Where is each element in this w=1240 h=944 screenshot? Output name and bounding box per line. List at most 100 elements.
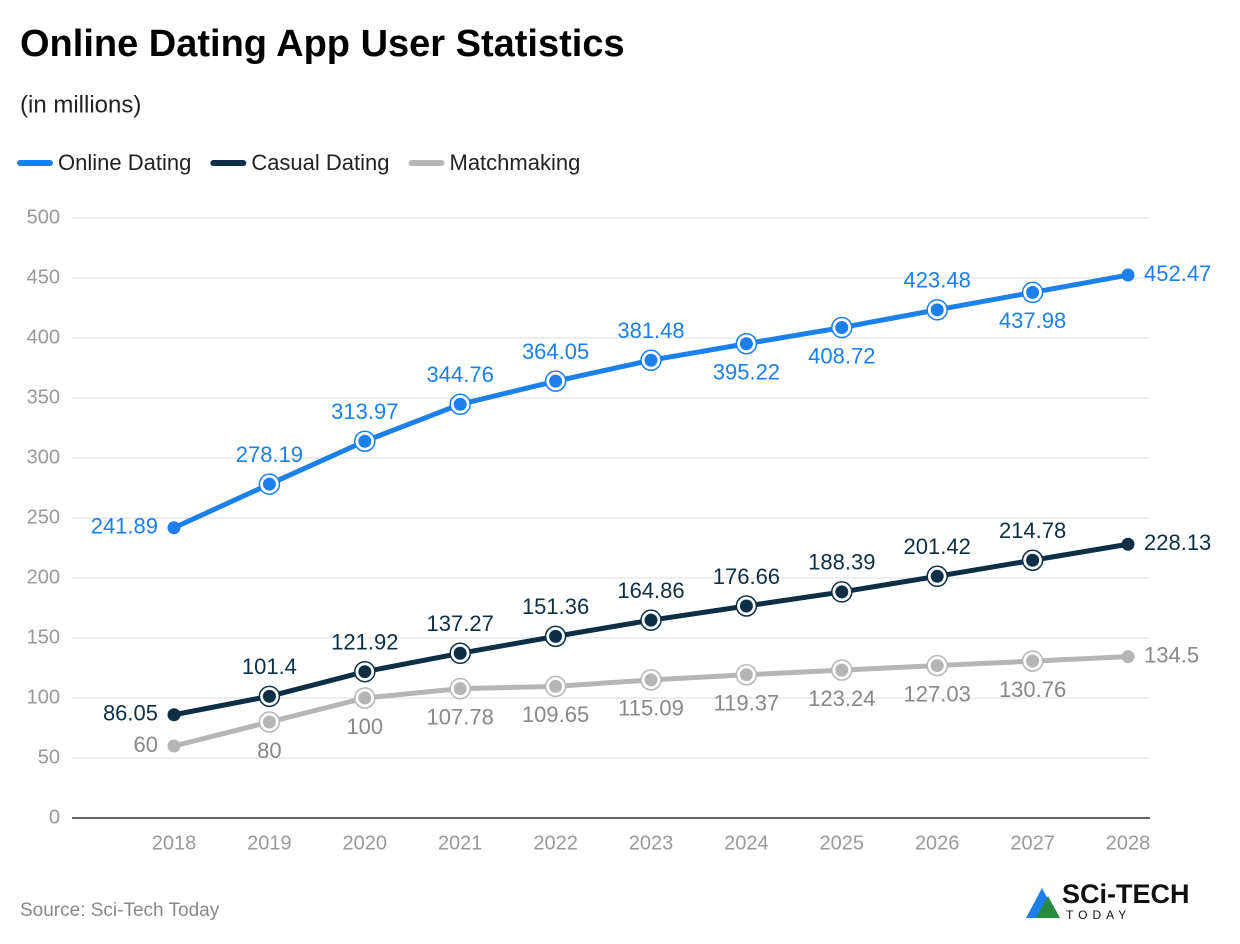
marker [453,646,467,660]
data-label: 151.36 [522,594,589,619]
x-tick-label: 2018 [152,832,197,854]
y-tick-label: 200 [27,566,60,588]
y-tick-label: 50 [38,746,60,768]
data-label: 115.09 [618,696,684,721]
marker [1121,537,1135,551]
data-label: 109.65 [522,702,589,727]
marker [1121,268,1135,282]
data-label: 364.05 [522,339,589,364]
marker [358,665,372,679]
data-label: 121.92 [331,630,398,655]
legend-label: Casual Dating [251,150,389,175]
marker [167,739,181,753]
x-tick-label: 2023 [629,832,674,854]
data-label: 201.42 [904,534,971,559]
y-tick-label: 450 [27,266,60,288]
marker [262,715,276,729]
data-label: 278.19 [236,442,303,467]
x-tick-label: 2019 [247,832,292,854]
logo-text: SCi-TECH [1062,879,1190,909]
data-label: 408.72 [808,343,875,368]
marker [835,585,849,599]
data-label: 123.24 [808,686,875,711]
data-label: 107.78 [427,704,494,729]
y-tick-label: 500 [27,206,60,228]
data-label: 60 [134,732,158,757]
marker [1026,553,1040,567]
chart-title: Online Dating App User Statistics [20,23,625,65]
y-tick-label: 350 [27,386,60,408]
marker [167,708,181,722]
marker [739,337,753,351]
marker [549,629,563,643]
marker [739,599,753,613]
data-label: 80 [257,738,281,763]
x-tick-label: 2022 [533,832,578,854]
data-label: 344.76 [427,362,494,387]
logo-icon [1036,896,1060,918]
data-label: 86.05 [103,701,158,726]
marker [644,673,658,687]
data-label: 127.03 [904,681,971,706]
logo: SCi-TECH TODAY [1026,879,1190,922]
y-tick-label: 300 [27,446,60,468]
data-label: 188.39 [808,550,875,575]
legend-label: Online Dating [58,150,191,175]
logo-subtext: TODAY [1066,908,1131,922]
marker [644,613,658,627]
y-tick-label: 100 [27,686,60,708]
data-label: 134.5 [1144,642,1199,667]
legend-label: Matchmaking [450,150,581,175]
data-label: 395.22 [713,360,780,385]
series-line [172,272,1129,531]
marker [453,682,467,696]
marker [167,521,181,535]
marker [835,663,849,677]
marker [1121,650,1135,664]
x-tick-label: 2026 [915,832,960,854]
data-label: 313.97 [331,399,398,424]
marker [453,397,467,411]
data-label: 164.86 [617,578,684,603]
source: Source: Sci-Tech Today [20,900,220,921]
marker [739,668,753,682]
data-label: 130.76 [999,677,1066,702]
x-tick-label: 2021 [438,832,483,854]
data-label: 176.66 [713,564,780,589]
data-label: 437.98 [999,308,1066,333]
data-label: 381.48 [617,318,684,343]
x-tick-label: 2025 [820,832,865,854]
data-label: 100 [346,714,383,739]
data-label: 228.13 [1144,530,1211,555]
marker [262,477,276,491]
data-label: 452.47 [1144,261,1211,286]
data-label: 101.4 [242,654,297,679]
y-tick-label: 0 [49,806,60,828]
chart-subtitle: (in millions) [20,91,141,118]
marker [930,303,944,317]
y-tick-label: 150 [27,626,60,648]
data-label: 241.89 [91,514,158,539]
marker [930,569,944,583]
marker [644,353,658,367]
data-label: 119.37 [714,691,780,716]
marker [262,689,276,703]
x-tick-label: 2024 [724,832,769,854]
x-tick-label: 2020 [343,832,388,854]
marker [549,374,563,388]
data-label: 137.27 [427,611,494,636]
y-tick-label: 250 [27,506,60,528]
x-tick-label: 2028 [1106,832,1151,854]
x-tick-label: 2027 [1010,832,1055,854]
marker [930,659,944,673]
marker [549,679,563,693]
marker [835,321,849,335]
marker [358,691,372,705]
marker [1026,654,1040,668]
marker [358,434,372,448]
data-label: 214.78 [999,518,1066,543]
y-tick-label: 400 [27,326,60,348]
data-label: 423.48 [904,268,971,293]
marker [1026,285,1040,299]
